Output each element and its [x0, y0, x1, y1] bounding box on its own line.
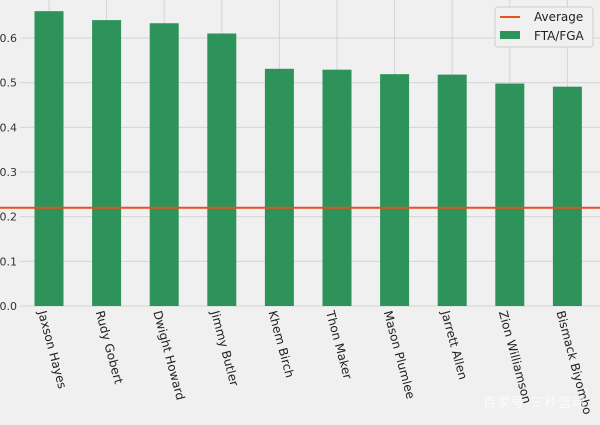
- bar: [322, 69, 352, 306]
- bar: [34, 11, 64, 307]
- legend-fta-fga-label: FTA/FGA: [534, 29, 585, 43]
- legend-fta-fga-swatch: [500, 31, 520, 39]
- y-tick-label: 0.2: [0, 211, 17, 224]
- y-tick-label: 0.3: [0, 166, 17, 179]
- bar: [92, 20, 122, 306]
- y-tick-label: 0.4: [0, 121, 17, 134]
- y-tick-labels: 0.0 0.1 0.2 0.3 0.4 0.5 0.6: [0, 32, 17, 313]
- bar: [495, 83, 525, 306]
- y-tick-label: 0.0: [0, 300, 17, 313]
- y-tick-label: 0.5: [0, 77, 17, 90]
- y-tick-label: 0.6: [0, 32, 17, 45]
- bar: [264, 68, 294, 306]
- y-tick-label: 0.1: [0, 255, 17, 268]
- bar: [437, 74, 467, 306]
- legend-average-label: Average: [534, 10, 583, 24]
- watermark: 百家号 三秒篮球: [482, 396, 586, 411]
- legend: Average FTA/FGA: [494, 6, 594, 48]
- bar: [207, 33, 237, 306]
- bar: [552, 86, 582, 306]
- bar: [149, 23, 179, 307]
- bars: [34, 11, 582, 307]
- bar: [380, 74, 410, 306]
